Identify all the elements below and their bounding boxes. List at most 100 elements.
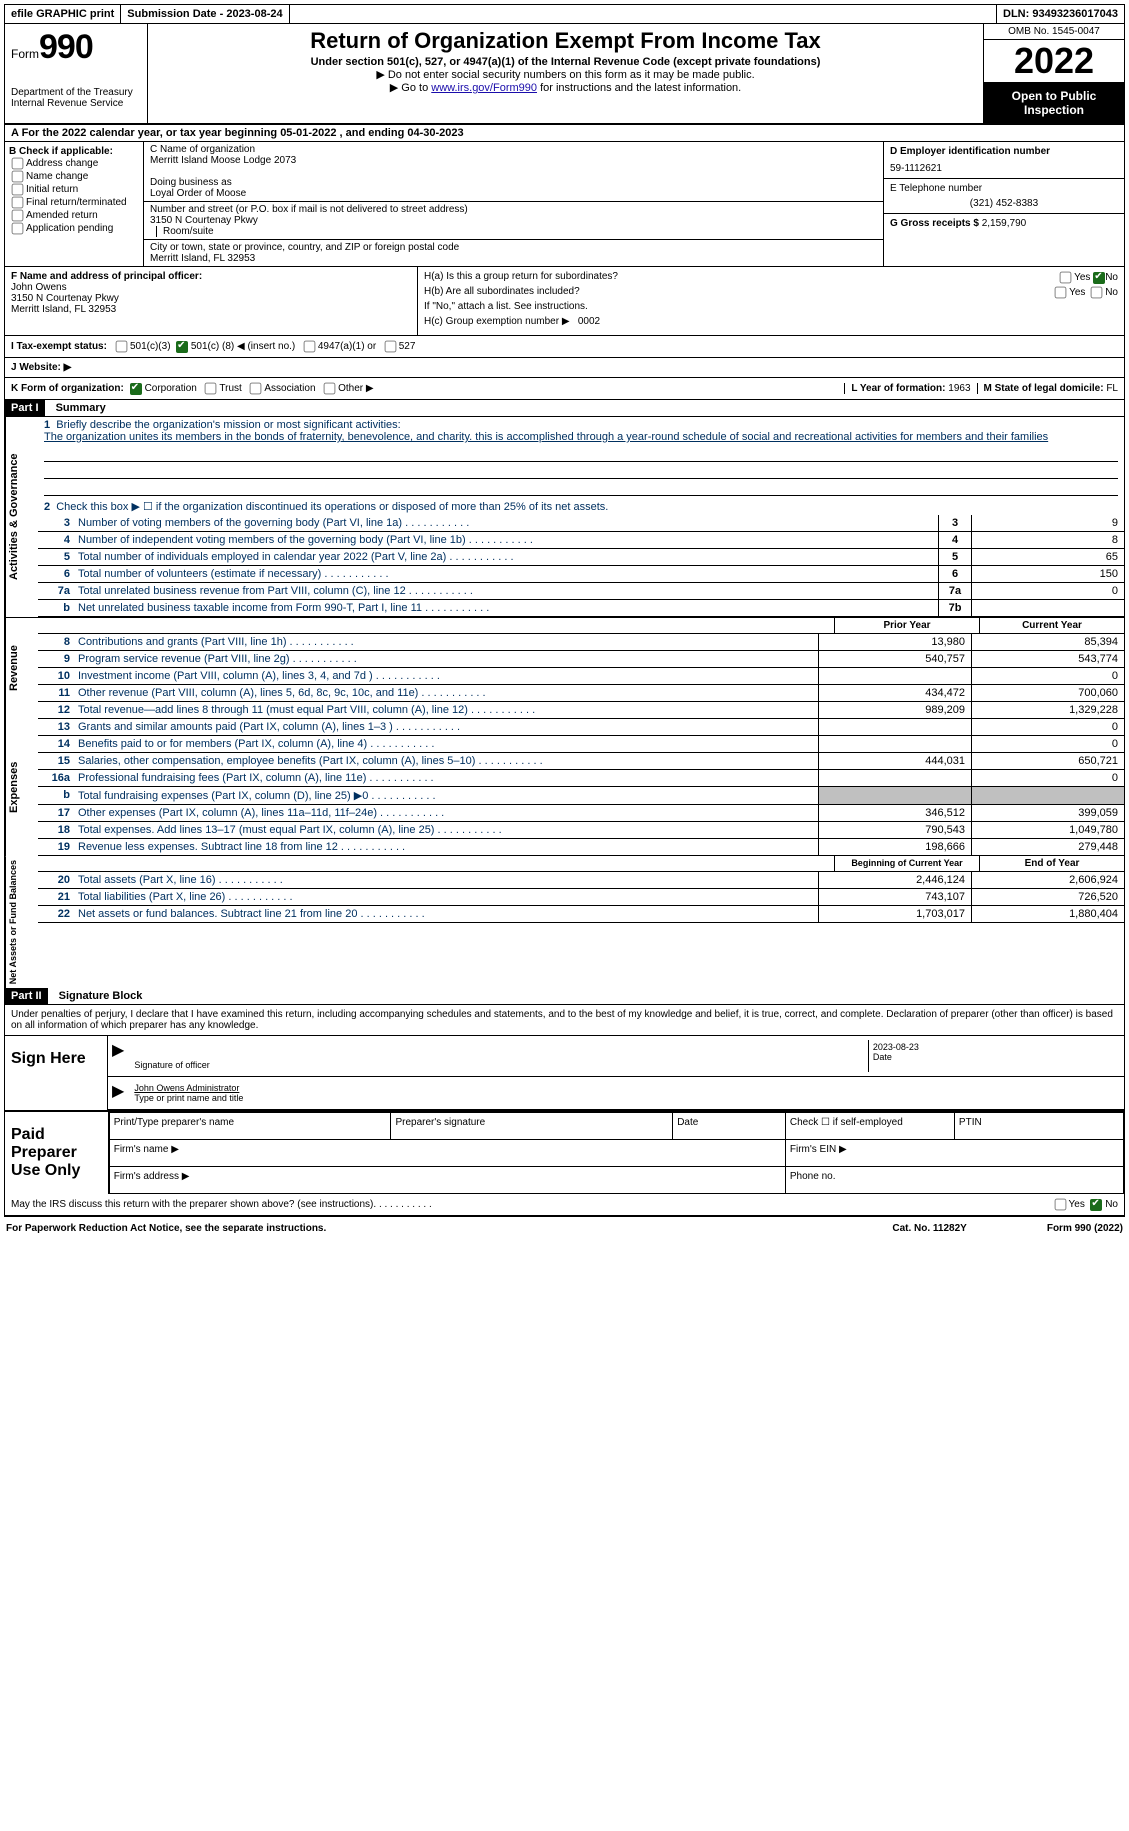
box-d: D Employer identification number 59-1112… — [884, 142, 1124, 179]
row-i: I Tax-exempt status: 501(c)(3) 501(c) ( … — [5, 336, 1124, 358]
box-b-title: B Check if applicable: — [9, 146, 139, 157]
blank-line-1 — [44, 447, 1118, 462]
chk-trust[interactable] — [205, 383, 217, 395]
paid-preparer-label: Paid Preparer Use Only — [5, 1112, 109, 1194]
chk-application-pending[interactable]: Application pending — [9, 222, 139, 235]
org-name-cell: C Name of organization Merritt Island Mo… — [144, 142, 883, 202]
block-bcdeg: B Check if applicable: Address change Na… — [5, 142, 1124, 267]
phone-label: E Telephone number — [890, 183, 1118, 194]
tab-net-assets: Net Assets or Fund Balances — [5, 856, 38, 988]
firm-name: Firm's name ▶ — [109, 1140, 785, 1167]
prep-date: Date — [673, 1113, 786, 1140]
summary-row: bTotal fundraising expenses (Part IX, co… — [38, 787, 1124, 805]
ein-value: 59-1112621 — [890, 157, 1118, 174]
summary-row: 20Total assets (Part X, line 16)2,446,12… — [38, 872, 1124, 889]
form-title: Return of Organization Exempt From Incom… — [156, 28, 975, 54]
blank-line-3 — [44, 481, 1118, 496]
year-formation: L Year of formation: 1963 — [844, 383, 970, 394]
blank-line-2 — [44, 464, 1118, 479]
prep-ptin: PTIN — [954, 1113, 1123, 1140]
chk-initial-return[interactable]: Initial return — [9, 183, 139, 196]
hb-row: H(b) Are all subordinates included? Yes … — [424, 286, 1118, 297]
prep-self: Check ☐ if self-employed — [785, 1113, 954, 1140]
ha-yes[interactable] — [1060, 272, 1072, 284]
ha-no-checked — [1093, 272, 1105, 284]
q2: 2 Check this box ▶ ☐ if the organization… — [38, 498, 1124, 515]
city-label: City or town, state or province, country… — [150, 242, 877, 253]
chk-527[interactable] — [384, 341, 396, 353]
hb-yes[interactable] — [1055, 287, 1067, 299]
chk-4947[interactable] — [303, 341, 315, 353]
chk-other[interactable] — [324, 383, 336, 395]
summary-row: 22Net assets or fund balances. Subtract … — [38, 906, 1124, 923]
block-fh: F Name and address of principal officer:… — [5, 267, 1124, 336]
sign-here-label: Sign Here — [5, 1036, 107, 1110]
rev-header: Prior Year Current Year — [38, 618, 1124, 634]
header-right: OMB No. 1545-0047 2022 Open to Public In… — [984, 24, 1124, 123]
header-mid: Return of Organization Exempt From Incom… — [148, 24, 984, 123]
sig-officer-label: Signature of officer — [134, 1060, 864, 1070]
irs-link[interactable]: www.irs.gov/Form990 — [431, 82, 537, 94]
dba-value: Loyal Order of Moose — [150, 188, 877, 199]
chk-name-change[interactable]: Name change — [9, 170, 139, 183]
summary-row: 16aProfessional fundraising fees (Part I… — [38, 770, 1124, 787]
ssn-note: ▶ Do not enter social security numbers o… — [156, 68, 975, 81]
summary-row: 3Number of voting members of the governi… — [38, 515, 1124, 532]
dept-treasury: Department of the Treasury — [11, 87, 141, 98]
summary-row: 10Investment income (Part VIII, column (… — [38, 668, 1124, 685]
chk-final-return[interactable]: Final return/terminated — [9, 196, 139, 209]
q1: 1 Briefly describe the organization's mi… — [38, 417, 1124, 445]
efile-label: efile GRAPHIC print — [5, 5, 121, 23]
top-bar: efile GRAPHIC print Submission Date - 20… — [5, 5, 1124, 24]
row-j: J Website: ▶ — [5, 358, 1124, 378]
form-number: Form990 — [11, 28, 141, 67]
chk-501c3[interactable] — [116, 341, 128, 353]
org-name: Merritt Island Moose Lodge 2073 — [150, 155, 877, 166]
officer-addr2: Merritt Island, FL 32953 — [11, 304, 411, 315]
section-activities-governance: Activities & Governance 1 Briefly descri… — [5, 417, 1124, 617]
summary-row: 12Total revenue—add lines 8 through 11 (… — [38, 702, 1124, 719]
ha-yesno: Yes No — [1057, 271, 1118, 284]
tab-activities-governance: Activities & Governance — [5, 417, 38, 617]
org-name-label: C Name of organization — [150, 144, 877, 155]
dln: DLN: 93493236017043 — [996, 5, 1124, 23]
summary-row: 5Total number of individuals employed in… — [38, 549, 1124, 566]
hb-no[interactable] — [1091, 287, 1103, 299]
part-ii-header-row: Part II Signature Block — [5, 988, 1124, 1005]
summary-row: 17Other expenses (Part IX, column (A), l… — [38, 805, 1124, 822]
summary-row: 9Program service revenue (Part VIII, lin… — [38, 651, 1124, 668]
hb-yesno: Yes No — [1052, 286, 1118, 299]
ein-label: D Employer identification number — [890, 146, 1118, 157]
chk-amended-return[interactable]: Amended return — [9, 209, 139, 222]
summary-row: 18Total expenses. Add lines 13–17 (must … — [38, 822, 1124, 839]
sig-name-line: ▶ John Owens Administrator Type or print… — [108, 1077, 1124, 1110]
website-label: J Website: ▶ — [11, 362, 71, 373]
discuss-no-checked — [1090, 1199, 1102, 1211]
part-i-title: Summary — [48, 402, 106, 414]
goto-note: ▶ Go to www.irs.gov/Form990 for instruct… — [156, 81, 975, 94]
officer-name: John Owens — [11, 282, 411, 293]
summary-row: 11Other revenue (Part VIII, column (A), … — [38, 685, 1124, 702]
arrow-icon: ▶ — [112, 1040, 124, 1072]
summary-row: 7aTotal unrelated business revenue from … — [38, 583, 1124, 600]
box-c: C Name of organization Merritt Island Mo… — [144, 142, 884, 266]
section-revenue: Revenue Prior Year Current Year 8Contrib… — [5, 617, 1124, 719]
perjury-declaration: Under penalties of perjury, I declare th… — [5, 1005, 1124, 1035]
tab-revenue: Revenue — [5, 618, 38, 719]
sig-date-value: 2023-08-23 — [873, 1042, 1116, 1052]
sig-date-label: Date — [873, 1052, 1116, 1062]
dba-label: Doing business as — [150, 177, 877, 188]
box-f: F Name and address of principal officer:… — [5, 267, 418, 335]
phone-value: (321) 452-8383 — [890, 194, 1118, 209]
header-left: Form990 Department of the Treasury Inter… — [5, 24, 148, 123]
form-header: Form990 Department of the Treasury Inter… — [5, 24, 1124, 125]
omb-number: OMB No. 1545-0047 — [984, 24, 1124, 40]
city-value: Merritt Island, FL 32953 — [150, 253, 877, 264]
gross-label: G Gross receipts $ — [890, 218, 979, 229]
tab-expenses: Expenses — [5, 719, 38, 856]
discuss-yes[interactable] — [1054, 1199, 1066, 1211]
chk-address-change[interactable]: Address change — [9, 157, 139, 170]
firm-addr: Firm's address ▶ — [109, 1167, 785, 1194]
hc-value: 0002 — [578, 316, 600, 327]
chk-assoc[interactable] — [250, 383, 262, 395]
